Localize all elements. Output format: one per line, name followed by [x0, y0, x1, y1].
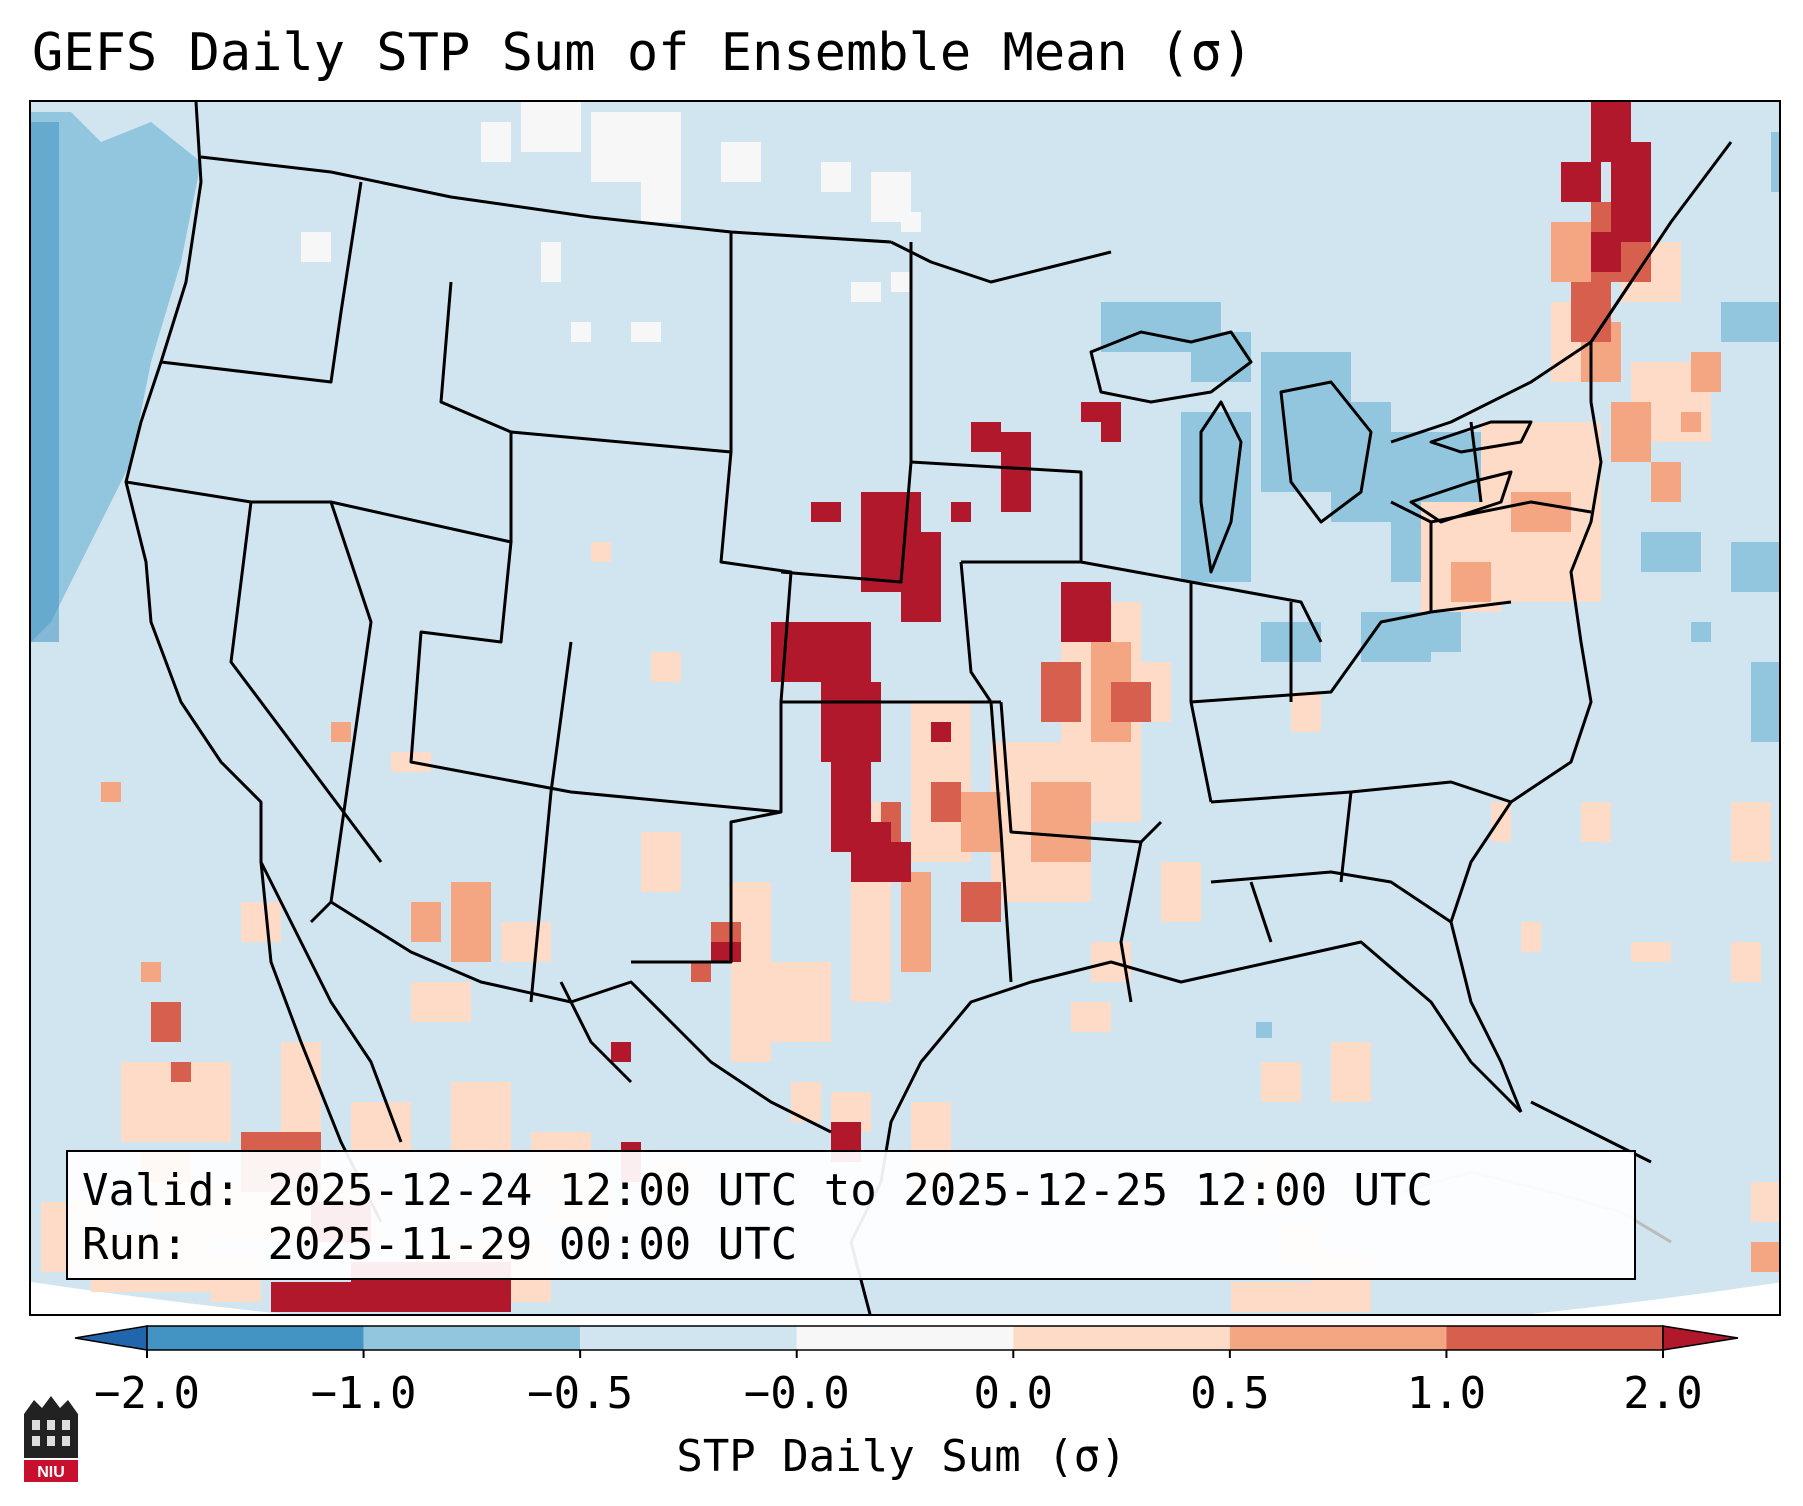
valid-row: Valid: 2025-12-24 12:00 UTC to 2025-12-2… — [82, 1164, 1620, 1218]
colorbar-tick-label: −0.5 — [527, 1368, 634, 1419]
map-panel — [29, 100, 1781, 1316]
pacific-negative-band — [31, 112, 201, 642]
colorbar-tick-label: 2.0 — [1623, 1368, 1703, 1419]
run-value: 2025-11-29 00:00 UTC — [267, 1219, 798, 1270]
colorbar-bin — [1229, 1326, 1447, 1350]
colorbar-bin — [1013, 1326, 1230, 1350]
colorbar-over-extend — [1662, 1325, 1739, 1351]
colorbar-bin — [363, 1326, 581, 1350]
colorbar-tick-label: 1.0 — [1406, 1368, 1487, 1419]
near-zero-patches — [301, 102, 921, 342]
colorbar-tick-label: −1.0 — [310, 1368, 417, 1419]
niu-logo: NIU — [24, 1396, 78, 1482]
run-row: Run: 2025-11-29 00:00 UTC — [82, 1218, 1620, 1272]
colorbar-ticks — [146, 1350, 1664, 1358]
colorbar-bin — [1446, 1326, 1663, 1350]
valid-run-info-box: Valid: 2025-12-24 12:00 UTC to 2025-12-2… — [66, 1150, 1636, 1280]
colorbar-tick-label: 0.5 — [1190, 1368, 1270, 1419]
colorbar-bin — [147, 1326, 364, 1350]
colorbar — [74, 1325, 1739, 1358]
colorbar-bin — [796, 1326, 1014, 1350]
colorbar-tick-label: 0.0 — [973, 1368, 1054, 1419]
run-label: Run: — [82, 1219, 188, 1270]
valid-label: Valid: — [82, 1165, 241, 1216]
colorbar-bin — [580, 1326, 797, 1350]
map-title: GEFS Daily STP Sum of Ensemble Mean (σ) — [32, 23, 1253, 83]
colorbar-tick-label: −2.0 — [94, 1368, 200, 1419]
colorbar-frame — [146, 1325, 1664, 1351]
svg-text:NIU: NIU — [37, 1464, 65, 1481]
great-lakes-negative — [1101, 132, 1779, 1038]
colorbar-tick-label: −0.0 — [743, 1368, 850, 1419]
valid-value: 2025-12-24 12:00 UTC to 2025-12-25 12:00… — [267, 1165, 1434, 1216]
colorbar-bins — [74, 1325, 1739, 1351]
stp-anomaly-map — [31, 102, 1779, 1314]
colorbar-under-extend — [74, 1325, 148, 1351]
colorbar-label: STP Daily Sum (σ) — [676, 1431, 1127, 1482]
